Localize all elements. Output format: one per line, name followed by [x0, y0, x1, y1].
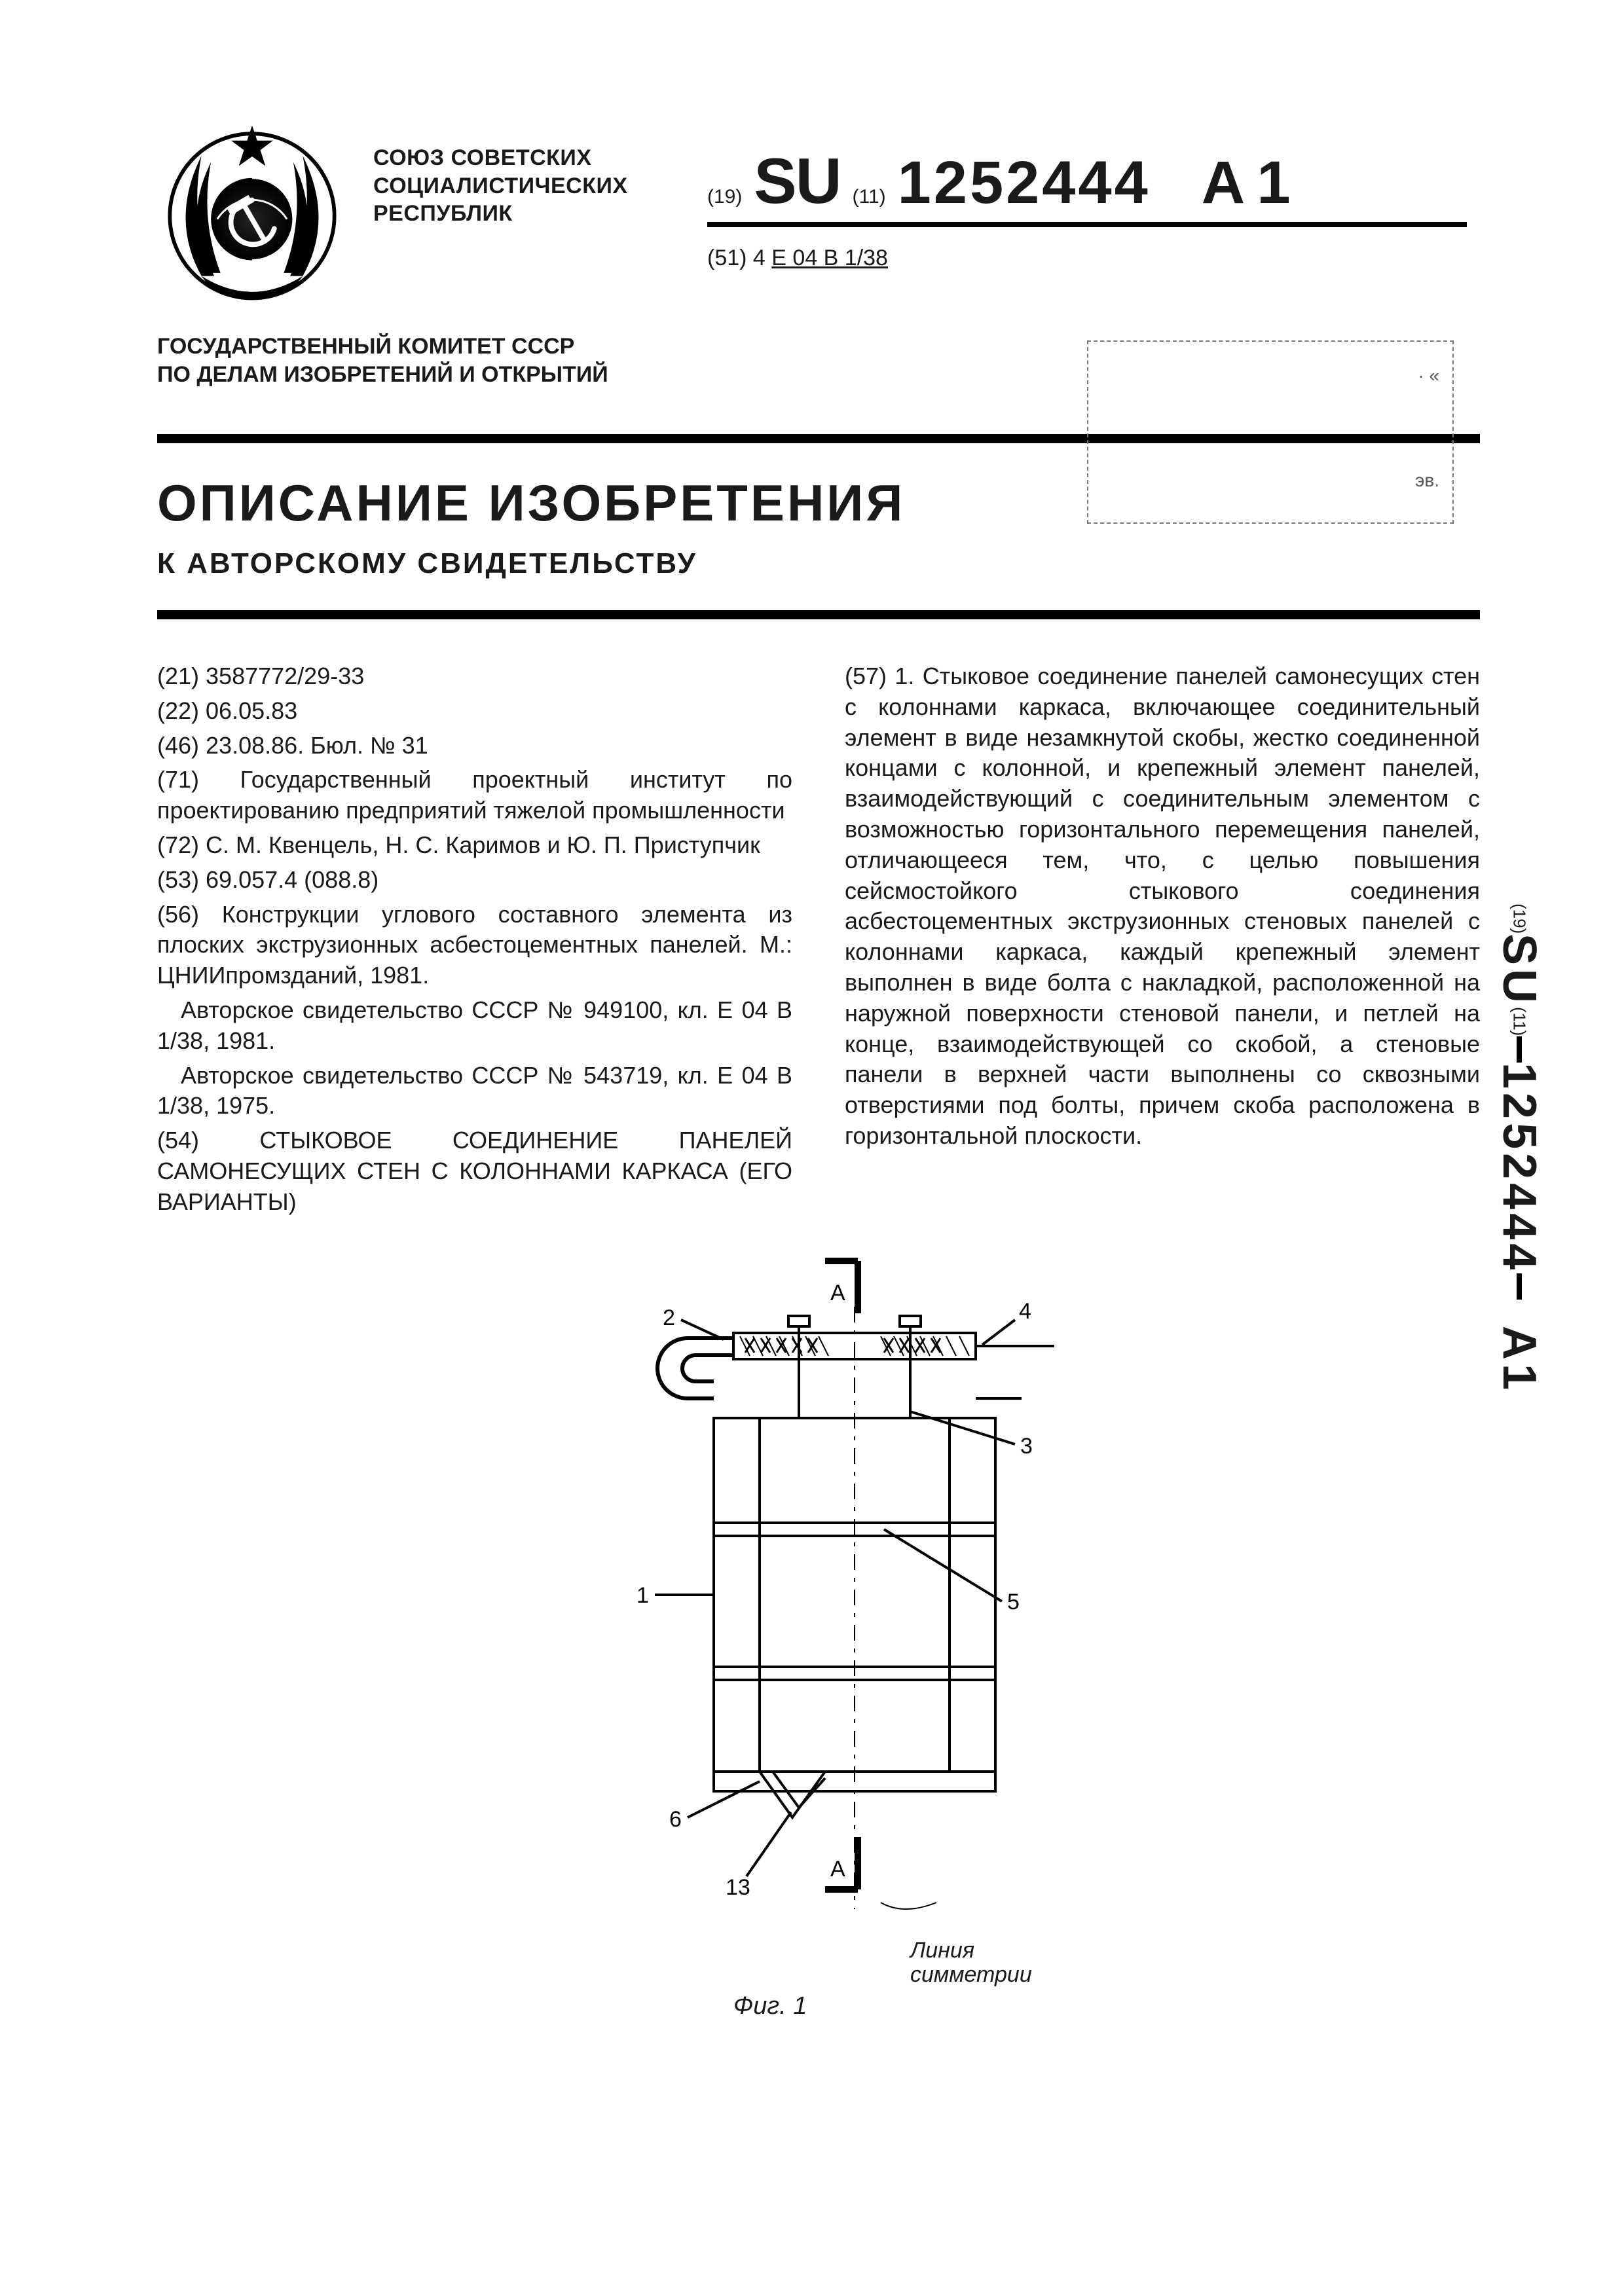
figure-1: A: [157, 1248, 1480, 2020]
callout-A-top: A: [830, 1281, 845, 1305]
ipc-prefix: (51) 4: [707, 246, 766, 270]
registration-stamp: · « эв.: [1087, 340, 1454, 524]
body-columns: (21) 3587772/29-33 (22) 06.05.83 (46) 23…: [157, 661, 1480, 1222]
ref-1: Авторское свидетельство СССР № 949100, к…: [157, 995, 792, 1057]
field-57: (57) 1. Стыковое соединение панелей само…: [845, 661, 1480, 1152]
code-prefix-11: (11): [853, 186, 886, 208]
field-72: (72) С. М. Квенцель, Н. С. Каримов и Ю. …: [157, 830, 792, 861]
ref-2: Авторское свидетельство СССР № 543719, к…: [157, 1061, 792, 1122]
side-kind: A1: [1492, 1326, 1546, 1394]
callout-1: 1: [637, 1583, 649, 1608]
callout-5: 5: [1007, 1590, 1020, 1614]
code-country: SU: [754, 144, 840, 218]
symmetry-label: Линия симметрии: [910, 1939, 1032, 1988]
code-prefix-19: (19): [707, 186, 742, 208]
stamp-r1b: · «: [1418, 365, 1439, 386]
figure-caption: Фиг. 1: [733, 1992, 807, 2020]
left-column: (21) 3587772/29-33 (22) 06.05.83 (46) 23…: [157, 661, 792, 1222]
field-46: (46) 23.08.86. Бюл. № 31: [157, 731, 792, 761]
callout-3: 3: [1020, 1434, 1033, 1459]
page: СОЮЗ СОВЕТСКИХ СОЦИАЛИСТИЧЕСКИХ РЕСПУБЛИ…: [0, 0, 1624, 2296]
code-number: 1252444: [898, 149, 1151, 217]
field-21: (21) 3587772/29-33: [157, 661, 792, 692]
field-56: (56) Конструкции углового составного эле…: [157, 900, 792, 991]
side-prefix-19: (19): [1509, 903, 1530, 934]
side-country: SU: [1492, 934, 1546, 1007]
side-document-code: (19) SU (11) 1252444 A1: [1480, 903, 1559, 1820]
side-number: 1252444: [1492, 1063, 1546, 1273]
emblem-icon: [157, 118, 347, 308]
field-22: (22) 06.05.83: [157, 696, 792, 727]
side-prefix-11: (11): [1509, 1007, 1530, 1036]
callout-13: 13: [726, 1875, 750, 1900]
ipc-code: E 04 B 1/38: [771, 246, 888, 270]
code-kind: A 1: [1202, 149, 1289, 217]
callout-6: 6: [669, 1807, 682, 1832]
right-column: (57) 1. Стыковое соединение панелей само…: [845, 661, 1480, 1222]
document-code: (19) SU (11) 1252444 A 1 (51) 4 E 04 B 1…: [707, 144, 1467, 271]
field-71: (71) Государственный проектный институт …: [157, 765, 792, 826]
callout-4: 4: [1019, 1299, 1031, 1324]
field-54: (54) СТЫКОВОЕ СОЕДИНЕНИЕ ПАНЕЛЕЙ САМОНЕС…: [157, 1125, 792, 1217]
state-emblem: [157, 118, 347, 308]
union-name: СОЮЗ СОВЕТСКИХ СОЦИАЛИСТИЧЕСКИХ РЕСПУБЛИ…: [373, 118, 628, 228]
ipc-line: (51) 4 E 04 B 1/38: [707, 246, 1467, 271]
doc-subtitle: К АВТОРСКОМУ СВИДЕТЕЛЬСТВУ: [157, 547, 1480, 580]
title-rule: [157, 610, 1480, 619]
callout-A-bottom: A: [830, 1857, 845, 1882]
stamp-r3b: эв.: [1415, 470, 1439, 491]
callout-2: 2: [663, 1305, 675, 1330]
figure-drawing: A: [517, 1248, 1120, 1968]
field-53: (53) 69.057.4 (088.8): [157, 865, 792, 896]
